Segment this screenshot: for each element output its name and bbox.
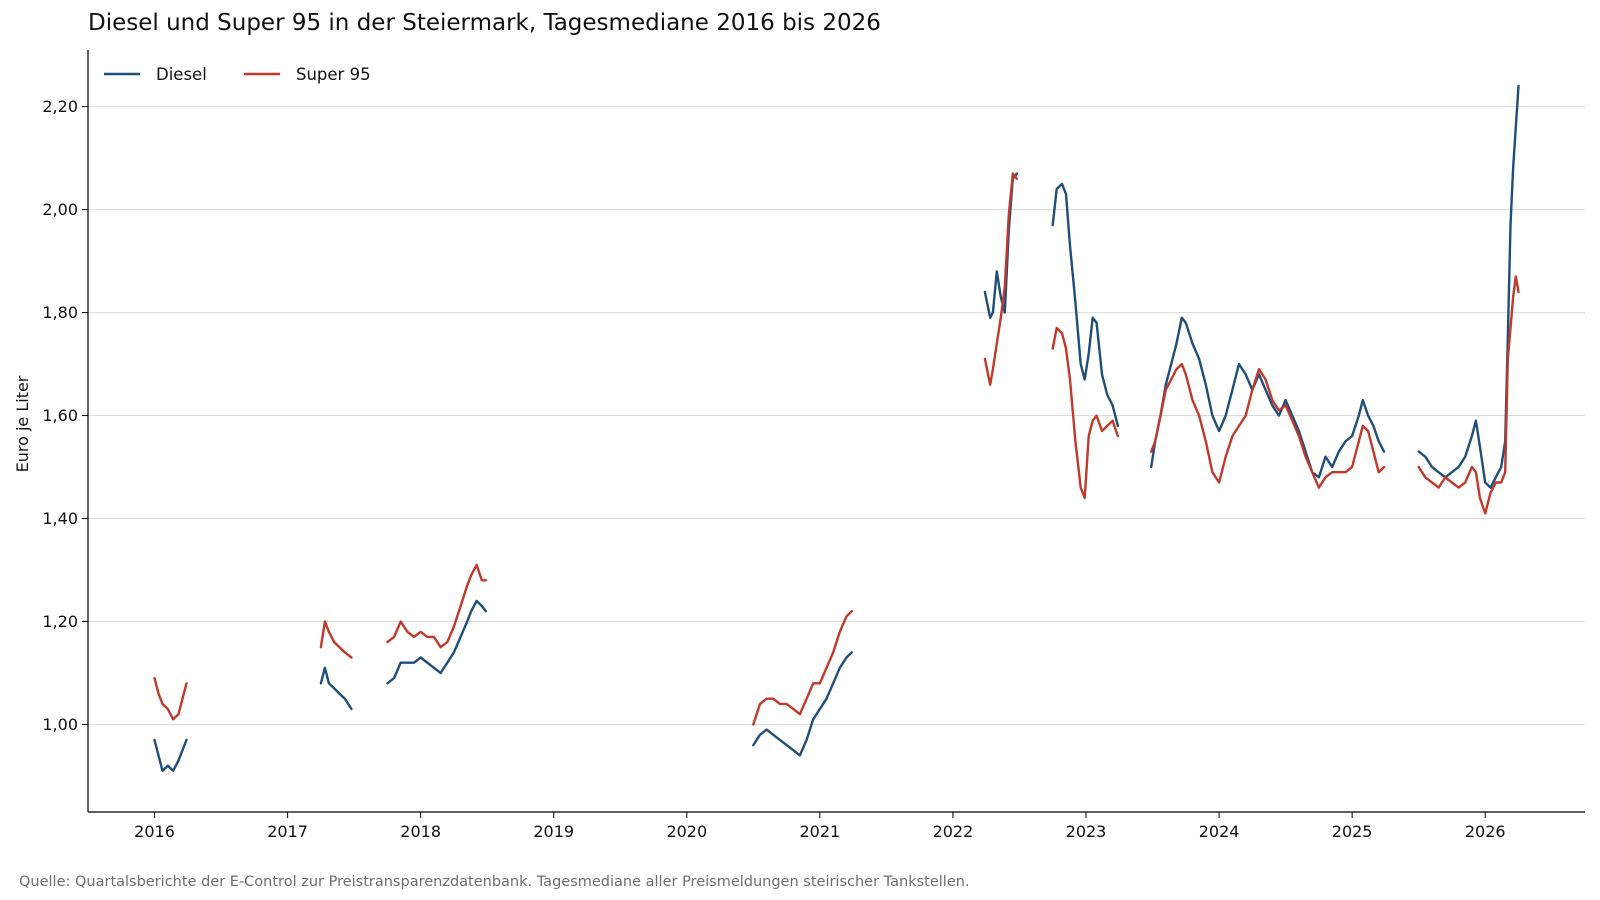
x-tick-label-2: 2018 [400,822,441,841]
y-tick-label-1: 1,20 [42,612,78,631]
axes [87,50,1585,813]
y-tick-label-0: 1,00 [42,715,78,734]
x-tick-label-5: 2021 [800,822,841,841]
series-line-0-segment-4 [983,172,1018,319]
legend-label-0: Diesel [156,65,207,84]
series-super-95 [153,172,1520,726]
legend: Diesel Super 95 [104,65,371,84]
grid-lines [88,106,1585,725]
series-line-0-segment-5 [1051,182,1120,428]
series-line-0-segment-6 [1150,316,1386,479]
chart-source-note: Quelle: Quartalsberichte der E-Control z… [19,874,970,890]
x-tick-label-4: 2020 [666,822,707,841]
x-tick-label-0: 2016 [134,822,175,841]
series-line-1-segment-3 [752,610,853,726]
series-line-0-segment-1 [319,666,353,711]
series-line-0-segment-7 [1417,84,1520,489]
y-axis-label: Euro je Liter [13,375,32,472]
series-line-1-segment-7 [1417,275,1520,515]
y-tick-label-5: 2,00 [42,200,78,219]
series-line-1-segment-1 [319,620,353,659]
x-tick-label-8: 2024 [1199,822,1240,841]
x-tick-label-1: 2017 [267,822,308,841]
series-line-0-segment-3 [752,651,853,757]
series-diesel [153,84,1520,772]
series-line-1-segment-6 [1150,362,1386,489]
y-tick-label-3: 1,60 [42,406,78,425]
x-tick-label-6: 2022 [933,822,974,841]
y-tick-label-6: 2,20 [42,97,78,116]
series-line-1-segment-0 [153,676,188,721]
series-line-1-segment-4 [983,172,1018,386]
y-axis-ticks: 1,00 1,20 1,40 1,60 1,80 2,00 2,20 [42,97,88,734]
series-line-0-segment-0 [153,738,188,772]
x-axis-ticks: 2016 2017 2018 2019 2020 2021 2022 2023 2024 2025… [134,812,1506,841]
y-tick-label-2: 1,40 [42,509,78,528]
x-tick-label-3: 2019 [533,822,574,841]
x-tick-label-9: 2025 [1332,822,1373,841]
series-line-1-segment-2 [386,563,488,649]
legend-label-1: Super 95 [296,65,371,84]
chart-title: Diesel und Super 95 in der Steiermark, T… [88,10,881,36]
series-line-0-segment-2 [386,599,488,685]
series-layer [153,84,1520,772]
x-tick-label-10: 2026 [1465,822,1506,841]
x-tick-label-7: 2023 [1066,822,1107,841]
series-line-1-segment-5 [1051,326,1120,500]
y-tick-label-4: 1,80 [42,303,78,322]
